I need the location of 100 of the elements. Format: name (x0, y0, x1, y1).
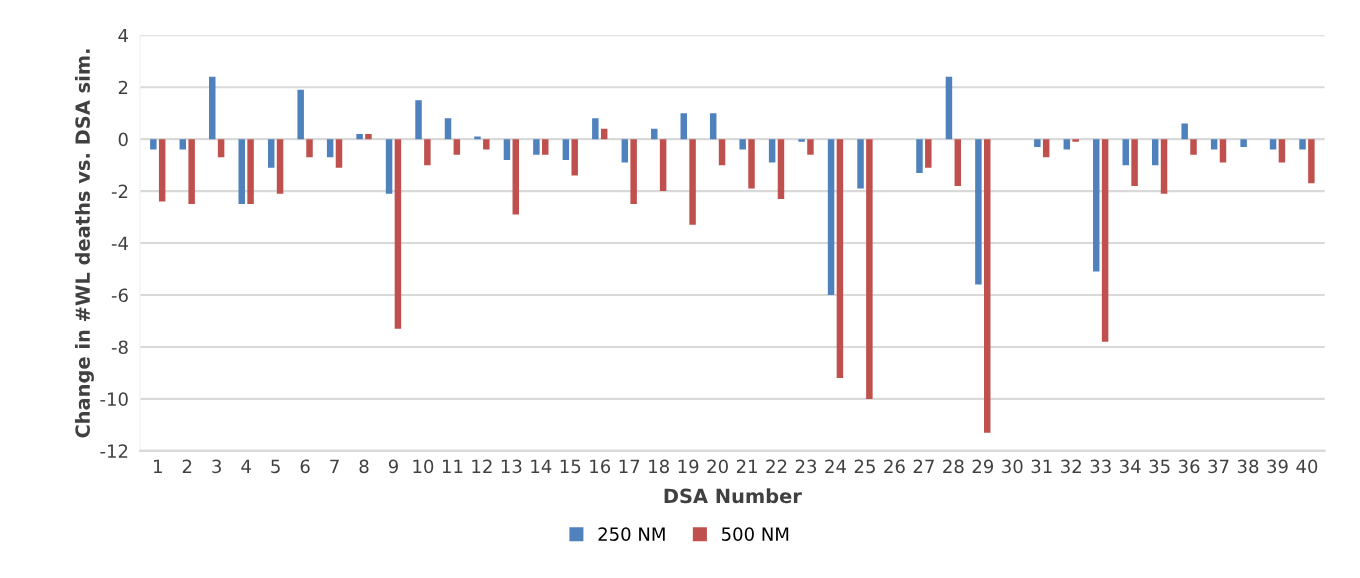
bar (1278, 139, 1286, 163)
x-tick-label: 34 (1120, 459, 1141, 474)
bar (1063, 139, 1071, 150)
bar (188, 139, 195, 205)
bar (503, 139, 511, 160)
x-tick-label: 24 (825, 459, 846, 473)
x-tick-label: 22 (766, 459, 787, 473)
bar (542, 139, 549, 155)
bar (827, 139, 835, 295)
bar (415, 100, 422, 140)
bar (748, 139, 755, 189)
bar (1210, 139, 1218, 150)
bar (306, 139, 313, 158)
bar (1299, 139, 1306, 150)
bar (512, 139, 520, 215)
bar (975, 139, 982, 285)
bar (954, 139, 962, 186)
x-tick-label: 30 (1002, 459, 1023, 474)
bar (365, 133, 372, 140)
y-tick-label: -10 (100, 392, 128, 407)
x-tick-label: 9 (388, 459, 398, 474)
x-tick-label: 1 (154, 459, 162, 473)
bar (866, 139, 873, 399)
x-tick-label: 4 (241, 459, 251, 473)
x-tick-label: 8 (359, 459, 369, 474)
x-tick-label: 31 (1031, 459, 1052, 474)
x-tick-label: 13 (501, 459, 522, 474)
bar (600, 128, 608, 140)
bar (444, 118, 452, 140)
x-tick-label: 14 (531, 459, 552, 473)
x-tick-label: 11 (442, 459, 463, 473)
x-tick-label: 36 (1178, 459, 1200, 474)
x-tick-label: 33 (1090, 459, 1111, 474)
x-tick-label: 40 (1296, 459, 1318, 474)
bar (768, 139, 776, 163)
x-tick-label: 32 (1061, 459, 1081, 474)
bar (777, 139, 785, 199)
x-tick-label: 7 (330, 459, 339, 473)
bar (247, 139, 254, 205)
bar (297, 89, 304, 140)
bar (836, 139, 844, 379)
y-tick-label: -2 (111, 184, 128, 198)
bar (984, 139, 991, 433)
bar (925, 139, 932, 168)
bar (1160, 139, 1168, 194)
bar (424, 139, 431, 166)
bar (1219, 139, 1227, 163)
bar (621, 139, 629, 163)
y-axis-title: Change in #WL deaths vs. DSA sim. (74, 49, 94, 438)
bar (238, 139, 245, 205)
bar (1093, 139, 1100, 272)
bar (709, 113, 717, 140)
x-tick-label: 37 (1208, 459, 1229, 474)
bar (179, 139, 187, 150)
bar (1034, 139, 1041, 147)
x-tick-label: 23 (795, 459, 817, 474)
bar (739, 139, 746, 150)
x-tick-label: 20 (707, 459, 728, 474)
bar (150, 139, 157, 150)
bar (945, 76, 953, 140)
x-tick-label: 5 (271, 459, 280, 474)
x-tick-label: 35 (1149, 459, 1170, 474)
x-tick-label: 38 (1237, 459, 1259, 474)
bar (335, 139, 343, 168)
bar (1181, 123, 1188, 140)
bar (1151, 139, 1159, 166)
bar (659, 139, 667, 192)
bar (718, 139, 726, 166)
bar (326, 139, 334, 158)
bar (1308, 139, 1315, 184)
bar (158, 139, 166, 202)
bar (571, 139, 578, 176)
bar (651, 128, 658, 140)
bar (1122, 139, 1129, 166)
y-tick-label: 4 (118, 28, 128, 43)
y-tick-label: 0 (118, 132, 128, 147)
x-tick-label: 6 (300, 459, 310, 474)
bar (689, 139, 696, 225)
bar (562, 139, 570, 160)
bar (1240, 139, 1247, 147)
y-tick-label: -4 (111, 236, 128, 250)
bar (798, 139, 805, 142)
y-tick-label: -6 (111, 288, 128, 303)
bar (1269, 139, 1277, 150)
x-tick-label: 15 (560, 459, 581, 474)
x-tick-label: 19 (678, 459, 699, 474)
bar (630, 139, 637, 205)
x-tick-label: 29 (972, 459, 994, 474)
y-tick-label: -8 (111, 340, 128, 355)
bar (453, 139, 461, 155)
bar (857, 139, 864, 189)
bar (267, 139, 275, 168)
x-tick-label: 28 (943, 459, 964, 474)
x-tick-label: 17 (619, 459, 640, 473)
x-tick-label: 10 (413, 459, 434, 474)
bar (356, 133, 363, 140)
bar (1131, 139, 1138, 186)
x-axis-title: DSA Number (664, 488, 802, 504)
y-tick-label: 2 (118, 80, 128, 95)
x-tick-label: 12 (472, 459, 492, 473)
